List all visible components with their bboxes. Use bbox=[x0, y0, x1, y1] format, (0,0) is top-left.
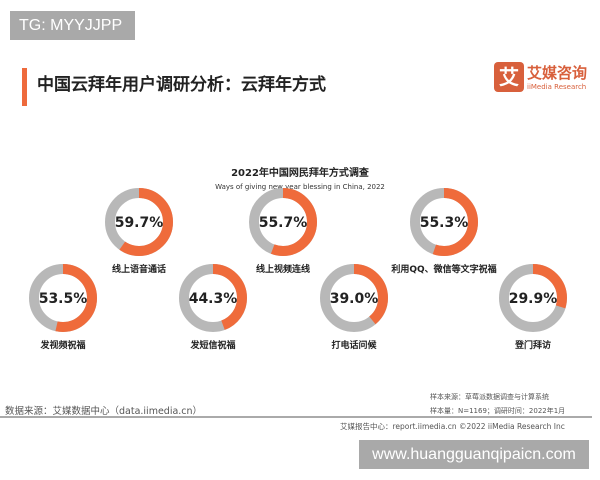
donut-category-label: 发短信祝福 bbox=[189, 339, 235, 351]
donut-value-arc bbox=[179, 264, 247, 332]
logo-text-cn: 艾媒咨询 bbox=[527, 64, 588, 82]
chart-title: 2022年中国网民拜年方式调查 bbox=[231, 168, 369, 179]
donut-value-label: 55.3% bbox=[420, 215, 469, 231]
donut-category-label: 登门拜访 bbox=[514, 339, 551, 351]
donut-value-arc bbox=[499, 264, 567, 332]
sample-source: 样本来源：草莓派数据调查与计算系统 bbox=[430, 393, 549, 401]
logo-icon: 艾 bbox=[494, 62, 524, 92]
donut-value-arc bbox=[320, 264, 388, 332]
donut-category-label: 线上视频连线 bbox=[256, 263, 310, 275]
logo-text-en: iiMedia Research bbox=[527, 83, 587, 91]
sample-size: 样本量：N=1169；调研时间：2022年1月 bbox=[430, 407, 566, 415]
watermark-top: TG: MYYJJPP bbox=[10, 11, 135, 40]
donut-value-arc bbox=[29, 264, 97, 332]
title-accent-bar bbox=[22, 68, 27, 106]
donut-value-label: 55.7% bbox=[259, 215, 308, 231]
donut-value-arc bbox=[249, 188, 317, 256]
donut-value-label: 29.9% bbox=[509, 291, 558, 307]
donut-value-label: 44.3% bbox=[189, 291, 238, 307]
donut-value-arc bbox=[105, 188, 173, 256]
donut-value-label: 53.5% bbox=[39, 291, 88, 307]
donut-category-label: 打电话问候 bbox=[331, 339, 377, 351]
donut-value-label: 39.0% bbox=[330, 291, 379, 307]
donut-category-label: 线上语音通话 bbox=[112, 263, 166, 275]
footer-divider bbox=[0, 416, 592, 418]
donut-value-label: 59.7% bbox=[115, 215, 164, 231]
donut-value-arc bbox=[410, 188, 478, 256]
donut-category-label: 发视频祝福 bbox=[39, 339, 85, 351]
donut-category-label: 利用QQ、微信等文字祝福 bbox=[390, 263, 496, 275]
page-title: 中国云拜年用户调研分析：云拜年方式 bbox=[37, 75, 326, 95]
watermark-bottom: www.huangguanqipaicn.com bbox=[359, 440, 589, 469]
data-source: 数据来源：艾媒数据中心（data.iimedia.cn） bbox=[5, 406, 203, 417]
report-center: 艾媒报告中心：report.iimedia.cn ©2022 iiMedia R… bbox=[340, 422, 565, 431]
chart-subtitle: Ways of giving new year blessing in Chin… bbox=[215, 183, 385, 191]
